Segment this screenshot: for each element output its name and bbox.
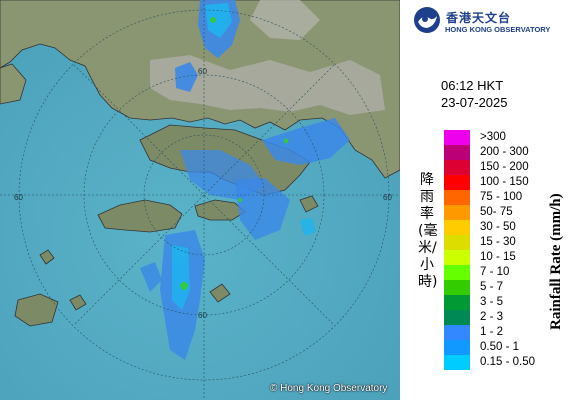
legend-swatch <box>444 265 470 280</box>
legend-label: 30 - 50 <box>480 221 516 233</box>
legend-swatch <box>444 160 470 175</box>
legend-swatch <box>444 175 470 190</box>
legend-label: 200 - 300 <box>480 146 529 158</box>
legend-label: 150 - 200 <box>480 161 529 173</box>
org-name-en: HONG KONG OBSERVATORY <box>445 25 551 34</box>
observation-time: 06:12 HKT <box>441 78 504 93</box>
legend-swatch <box>444 340 470 355</box>
org-name-zh: 香港天文台 <box>446 11 512 25</box>
legend-swatch <box>444 310 470 325</box>
observation-date: 23-07-2025 <box>441 95 508 110</box>
legend-label: 0.50 - 1 <box>480 341 519 353</box>
land-small-island-3 <box>299 195 319 213</box>
land-lantau <box>97 199 183 233</box>
land-small-island-1 <box>39 249 55 265</box>
range-rings <box>0 0 400 400</box>
land-west-peninsula <box>0 63 27 105</box>
ring-label-west: 60 <box>14 193 23 202</box>
legend-label: 5 - 7 <box>480 281 504 293</box>
land-west-islands <box>14 293 59 327</box>
legend-swatch <box>444 250 470 265</box>
ring-label-east: 60 <box>383 193 392 202</box>
credit-text: © Hong Kong Observatory <box>270 383 388 394</box>
legend-label: 75 - 100 <box>480 191 523 203</box>
legend-title-zh: 降雨率(毫米/小時) <box>418 172 438 290</box>
land-highland <box>150 55 385 115</box>
hko-logo[interactable]: 香港天文台 HONG KONG OBSERVATORY <box>413 6 573 40</box>
legend-title-en: Rainfall Rate (mm/h) <box>548 193 564 330</box>
legend-swatch <box>444 325 470 340</box>
legend-panel: 香港天文台 HONG KONG OBSERVATORY 06:12 HKT 23… <box>400 0 577 400</box>
ring-label-north: 60 <box>198 67 207 76</box>
radar-echoes <box>140 0 350 360</box>
legend-label: 15 - 30 <box>480 236 516 248</box>
land-lamma <box>209 283 231 303</box>
hko-emblem-icon <box>414 7 440 33</box>
color-scale <box>444 130 470 370</box>
legend-swatch <box>444 220 470 235</box>
legend-label: 100 - 150 <box>480 176 529 188</box>
legend-label: 7 - 10 <box>480 266 510 278</box>
legend-swatch <box>444 205 470 220</box>
legend-swatch <box>444 295 470 310</box>
land-hk-island <box>194 199 246 221</box>
legend-swatch <box>444 235 470 250</box>
legend-swatch <box>444 190 470 205</box>
legend-swatch <box>444 145 470 160</box>
legend-label: >300 <box>480 131 506 143</box>
legend-label: 50- 75 <box>480 206 513 218</box>
color-scale-labels: >300 200 - 300 150 - 200 100 - 150 75 - 100 5… <box>480 130 535 370</box>
ring-label-south: 60 <box>198 311 207 320</box>
legend-label: 3 - 5 <box>480 296 504 308</box>
legend-swatch <box>444 355 470 370</box>
legend-swatch <box>444 130 470 145</box>
land-small-island-2 <box>69 294 87 311</box>
legend-label: 0.15 - 0.50 <box>480 356 535 368</box>
radar-map[interactable]: 60 60 60 60 © Hong Kong Observatory <box>0 0 400 400</box>
land-highland-north <box>250 0 320 40</box>
legend-label: 10 - 15 <box>480 251 516 263</box>
legend-label: 2 - 3 <box>480 311 504 323</box>
legend-swatch <box>444 280 470 295</box>
legend-label: 1 - 2 <box>480 326 504 338</box>
